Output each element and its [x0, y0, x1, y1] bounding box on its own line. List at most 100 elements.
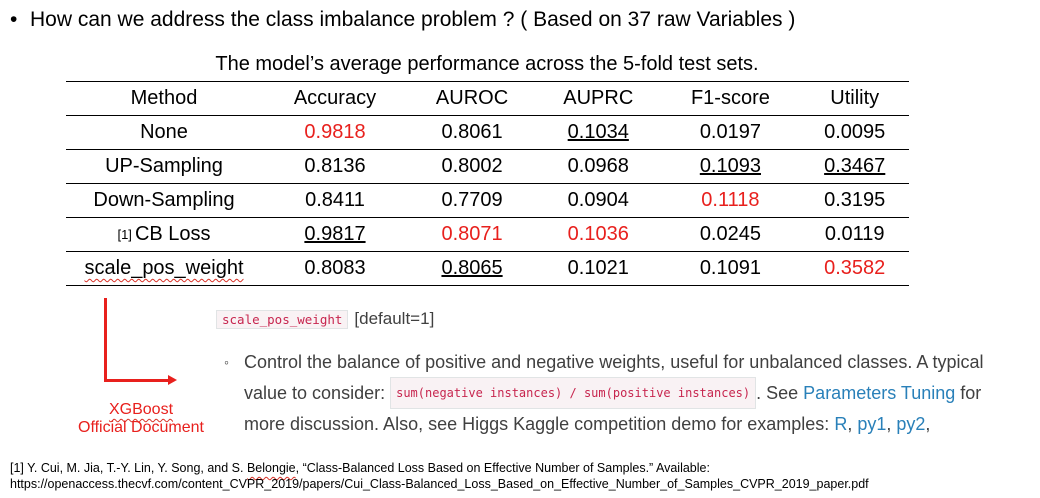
xgboost-doc-label: XGBoost Official Document	[66, 401, 216, 437]
metric-value: 0.8065	[441, 257, 503, 279]
footnote: [1] Y. Cui, M. Jia, T.-Y. Lin, Y. Song, …	[10, 460, 869, 492]
table-header-row: Method Accuracy AUROC AUPRC F1-score Uti…	[66, 81, 909, 116]
metric-cell: 0.7709	[407, 183, 537, 218]
method-name: UP-Sampling	[105, 155, 223, 177]
metric-value: 0.1036	[567, 223, 629, 245]
parameters-tuning-link[interactable]: Parameters Tuning	[803, 383, 956, 403]
metric-cell: 0.1091	[660, 251, 801, 286]
slide-question: How can we address the class imbalance p…	[30, 8, 796, 31]
py1-demo-link[interactable]: py1	[857, 414, 887, 434]
method-name: Down-Sampling	[93, 189, 235, 211]
metric-cell: 0.0245	[660, 217, 801, 252]
hollow-bullet-icon: ◦	[224, 354, 229, 370]
method-cell: scale_pos_weight	[66, 251, 262, 286]
metric-cell: 0.8002	[407, 149, 537, 184]
metric-cell: 0.0119	[800, 217, 909, 252]
metric-value: 0.7709	[441, 189, 503, 211]
metric-value: 0.1021	[567, 257, 629, 279]
metric-cell: 0.3195	[800, 183, 909, 218]
metric-cell: 0.0095	[800, 115, 909, 150]
desc-text-1: Control the balance of positive and nega…	[244, 352, 984, 403]
metric-value: 0.0245	[699, 223, 761, 245]
metric-value: 0.8136	[304, 155, 366, 177]
metric-value: 0.1034	[567, 121, 629, 143]
arrowhead-icon	[168, 375, 177, 385]
column-header: AUPRC	[536, 81, 661, 116]
metric-cell: 0.8065	[407, 251, 537, 286]
bullet-dot: •	[10, 8, 18, 31]
metric-value: 0.0197	[699, 121, 761, 143]
xgboost-label-line1: XGBoost	[108, 401, 174, 418]
metric-cell: 0.9817	[262, 217, 408, 252]
reference-tag: [1]	[117, 227, 132, 242]
metric-value: 0.8411	[305, 189, 365, 211]
metric-value: 0.0095	[824, 121, 886, 143]
desc-text-3: . See	[756, 383, 799, 403]
py2-demo-link[interactable]: py2	[896, 414, 926, 434]
table-row: UP-Sampling 0.8136 0.8002 0.0968 0.1093 0.346…	[66, 149, 909, 184]
metric-value: 0.3582	[824, 257, 886, 279]
metric-cell: 0.3467	[800, 149, 909, 184]
table-row: scale_pos_weight 0.8083 0.8065 0.1021 0.1091…	[66, 251, 909, 286]
table-caption: The model’s average performance across t…	[215, 53, 759, 75]
metric-value: 0.8083	[304, 257, 366, 279]
xgboost-doc-snippet: scale_pos_weight [default=1] ◦ Control th…	[214, 300, 1040, 440]
metric-value: 0.0119	[824, 223, 885, 245]
method-cell: Down-Sampling	[66, 183, 262, 218]
metric-value: 0.8002	[441, 155, 503, 177]
annotation-arrow-vertical	[104, 298, 107, 382]
metric-value: 0.0904	[567, 189, 629, 211]
performance-table: Method Accuracy AUROC AUPRC F1-score Uti…	[66, 81, 909, 286]
metric-cell: 0.1093	[660, 149, 801, 184]
metric-value: 0.3195	[824, 189, 886, 211]
metric-cell: 0.1034	[536, 115, 661, 150]
metric-cell: 0.0197	[660, 115, 801, 150]
metric-cell: 0.9818	[262, 115, 408, 150]
param-description: ◦ Control the balance of positive and ne…	[224, 347, 1024, 439]
metric-cell: 0.8061	[407, 115, 537, 150]
author-name: Belongie	[246, 461, 296, 475]
param-code: scale_pos_weight	[216, 310, 349, 329]
metric-value: 0.0968	[567, 155, 629, 177]
metric-cell: 0.3582	[800, 251, 909, 286]
metric-cell: 0.0968	[536, 149, 661, 184]
column-header: AUROC	[407, 81, 537, 116]
metric-value: 0.8071	[441, 223, 503, 245]
metric-value: 0.1093	[699, 155, 761, 177]
column-header: Utility	[800, 81, 909, 116]
desc-text-4: for more discussion. Also, see Higgs Kag…	[244, 383, 982, 434]
table-row: None 0.9818 0.8061 0.1034 0.0197 0.0095	[66, 115, 909, 150]
metric-cell: 0.1021	[536, 251, 661, 286]
desc-code: sum(negative instances) / sum(positive i…	[390, 377, 757, 409]
footnote-citation: [1] Y. Cui, M. Jia, T.-Y. Lin, Y. Song, …	[10, 461, 710, 475]
metric-cell: 0.8411	[262, 183, 408, 218]
metric-cell: 0.8136	[262, 149, 408, 184]
metric-cell: 0.8083	[262, 251, 408, 286]
metric-value: 0.9818	[304, 121, 366, 143]
metric-value: 0.8061	[441, 121, 503, 143]
column-header: F1-score	[660, 81, 801, 116]
method-name: CB Loss	[134, 223, 211, 245]
r-demo-link[interactable]: R	[834, 414, 848, 434]
table-row: [1] CB Loss 0.9817 0.8071 0.1036 0.0245 0.0119	[66, 217, 909, 252]
metric-cell: 0.8071	[407, 217, 537, 252]
metric-cell: 0.1036	[536, 217, 661, 252]
metric-value: 0.1091	[699, 257, 761, 279]
metric-value: 0.1118	[701, 189, 760, 211]
method-cell: UP-Sampling	[66, 149, 262, 184]
param-heading: scale_pos_weight [default=1]	[216, 309, 434, 329]
method-cell: [1] CB Loss	[66, 217, 262, 252]
annotation-arrow-horizontal	[104, 379, 170, 382]
metric-value: 0.3467	[824, 155, 886, 177]
slide-bullet: • How can we address the class imbalance …	[10, 8, 795, 32]
column-header: Accuracy	[262, 81, 408, 116]
table-body: None 0.9818 0.8061 0.1034 0.0197 0.0095 UP-Sam…	[66, 115, 909, 286]
xgboost-label-line2: Official Document	[78, 419, 204, 436]
method-cell: None	[66, 115, 262, 150]
metric-cell: 0.1118	[660, 183, 801, 218]
table-row: Down-Sampling 0.8411 0.7709 0.0904 0.1118 0.3…	[66, 183, 909, 218]
metric-cell: 0.0904	[536, 183, 661, 218]
param-default: [default=1]	[354, 309, 435, 328]
column-header: Method	[66, 81, 262, 116]
footnote-url: https://openaccess.thecvf.com/content_CV…	[10, 477, 869, 491]
